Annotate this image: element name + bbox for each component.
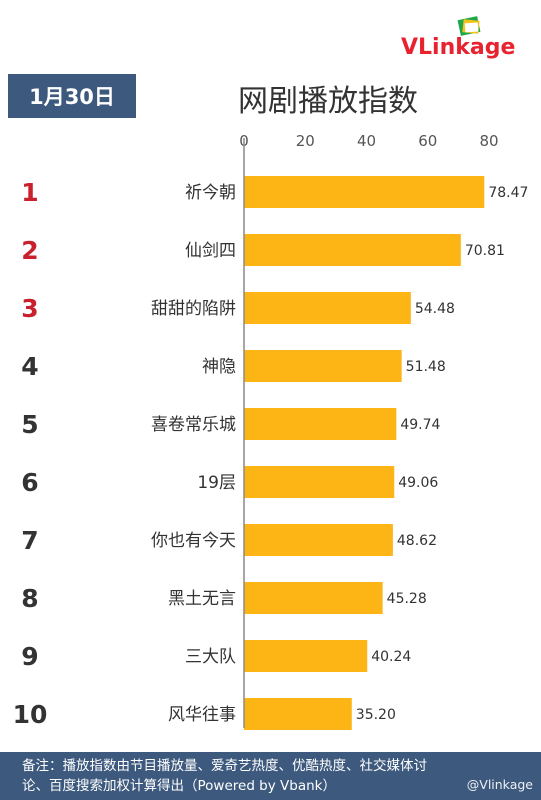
rank-number: 8 [21, 584, 38, 613]
rank-number: 10 [13, 700, 48, 729]
value-label: 45.28 [387, 591, 427, 607]
value-label: 78.47 [488, 185, 528, 201]
bar [244, 466, 395, 498]
category-label: 黑土无言 [168, 589, 236, 609]
rank-number: 4 [21, 352, 38, 381]
rank-number: 9 [21, 642, 38, 671]
rank-number: 6 [21, 468, 38, 497]
chart-title: 网剧播放指数 [238, 84, 418, 119]
category-label: 仙剑四 [185, 241, 236, 261]
bar [244, 292, 411, 324]
rank-number: 7 [21, 526, 38, 555]
value-label: 48.62 [397, 533, 437, 549]
bar [244, 234, 461, 266]
vlinkage-logo: VLinkage [401, 16, 515, 60]
value-label: 54.48 [415, 301, 455, 317]
value-label: 49.74 [400, 417, 440, 433]
bar [244, 408, 397, 440]
rank-number: 3 [21, 294, 38, 323]
value-label: 51.48 [406, 359, 446, 375]
bar [244, 582, 383, 614]
x-tick-label: 20 [296, 132, 315, 150]
bar [244, 524, 393, 556]
logo-emblem-icon [457, 16, 481, 36]
value-label: 40.24 [371, 649, 411, 665]
date-label: 1月30日 [29, 85, 115, 109]
category-label: 你也有今天 [151, 531, 236, 551]
logo-text: VLinkage [401, 35, 515, 60]
bar [244, 176, 485, 208]
category-label: 三大队 [185, 647, 236, 667]
category-label: 祈今朝 [185, 183, 236, 203]
rank-number: 5 [21, 410, 38, 439]
x-tick-label: 60 [418, 132, 437, 150]
bar [244, 698, 352, 730]
category-label: 风华往事 [168, 705, 236, 725]
date-badge: 1月30日 [8, 74, 136, 118]
weibo-watermark: @Vlinkage [466, 777, 533, 792]
category-label: 甜甜的陷阱 [151, 299, 236, 319]
footer-note: 备注：播放指数由节目播放量、爱奇艺热度、优酷热度、社交媒体讨论、百度搜索加权计算… [22, 758, 427, 794]
bar [244, 640, 368, 672]
value-label: 49.06 [398, 475, 438, 491]
category-label: 喜卷常乐城 [151, 415, 236, 435]
category-label: 19层 [197, 473, 236, 493]
x-tick-label: 80 [479, 132, 498, 150]
rank-number: 2 [21, 236, 38, 265]
value-label: 70.81 [465, 243, 505, 259]
bar [244, 350, 402, 382]
category-label: 神隐 [202, 357, 236, 377]
footer-bar: 备注：播放指数由节目播放量、爱奇艺热度、优酷热度、社交媒体讨论、百度搜索加权计算… [0, 752, 541, 800]
x-tick-label: 40 [357, 132, 376, 150]
rank-number: 1 [21, 178, 38, 207]
value-label: 35.20 [356, 707, 396, 723]
bar-chart: 0204060801祈今朝78.472仙剑四70.813甜甜的陷阱54.484神… [13, 132, 528, 730]
